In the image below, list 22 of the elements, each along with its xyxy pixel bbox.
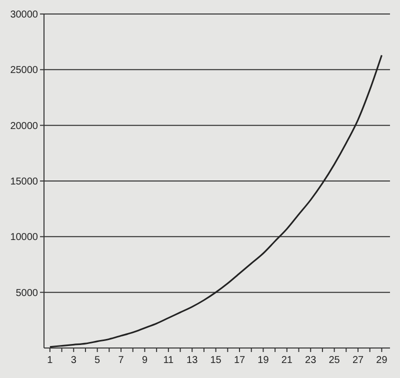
y-tick-label: 20000	[10, 120, 38, 132]
x-tick-label: 27	[352, 355, 364, 366]
x-tick-label: 3	[70, 355, 77, 366]
x-tick-label: 5	[94, 355, 101, 366]
x-tick-label: 25	[328, 355, 340, 366]
x-tick-label: 1	[47, 355, 54, 366]
x-tick-label: 17	[234, 355, 246, 366]
x-tick-label: 11	[163, 355, 174, 366]
x-tick-label: 7	[118, 355, 124, 366]
x-tick-label: 9	[142, 355, 148, 366]
y-tick-label: 15000	[10, 176, 38, 188]
x-tick-label: 13	[186, 355, 198, 366]
line-series	[49, 54, 383, 348]
x-tick-label: 29	[376, 355, 388, 366]
x-tick-label: 23	[305, 355, 317, 366]
x-tick-label: 19	[258, 355, 270, 366]
y-tick-label: 10000	[10, 232, 38, 244]
x-tick-label: 21	[281, 355, 293, 366]
y-tick-label: 30000	[10, 10, 38, 20]
y-tick-label: 5000	[16, 288, 38, 299]
x-tick-label: 15	[210, 355, 222, 366]
y-tick-label: 25000	[10, 65, 38, 76]
